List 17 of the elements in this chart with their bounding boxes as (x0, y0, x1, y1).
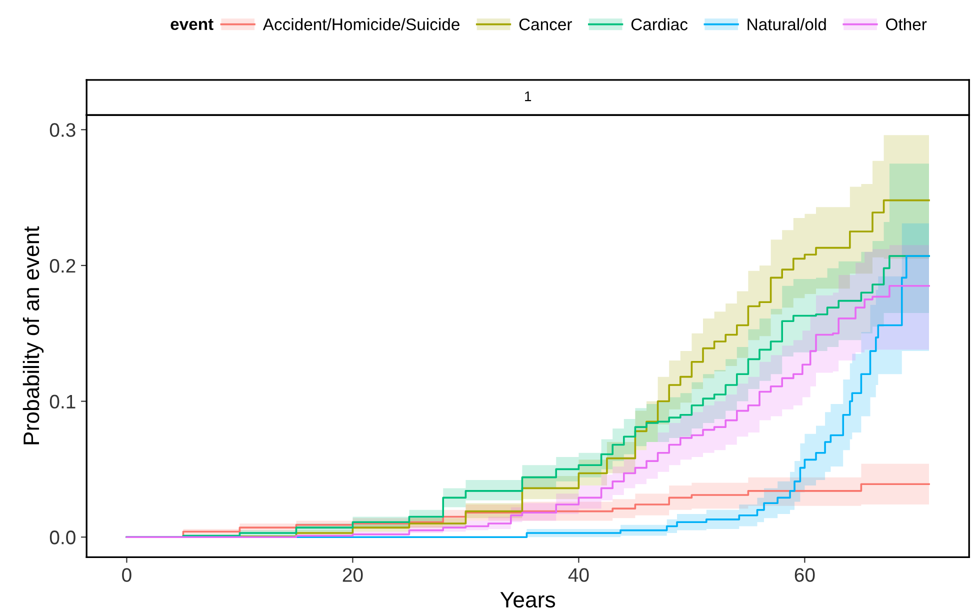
y-tick-label: 0.3 (50, 123, 76, 137)
y-tick-label: 0.0 (50, 530, 76, 544)
x-tick-label: 20 (342, 568, 363, 582)
legend-label: Cardiac (631, 18, 688, 30)
y-axis-title: Probability of an event (22, 226, 44, 444)
x-tick-label: 0 (122, 568, 132, 582)
legend-label: Cancer (519, 18, 572, 30)
y-tick-label: 0.1 (50, 394, 76, 409)
x-axis-title: Years (500, 592, 556, 608)
x-tick-label: 60 (794, 568, 815, 582)
legend-title: event (170, 19, 214, 30)
x-tick-label: 40 (568, 568, 589, 582)
y-tick-label: 0.2 (50, 258, 76, 273)
legend-label: Other (886, 18, 927, 30)
legend-label: Natural/old (748, 18, 826, 30)
chart-title: 1 (525, 92, 532, 102)
legend-label: Accident/Homicide/Suicide (262, 18, 460, 30)
